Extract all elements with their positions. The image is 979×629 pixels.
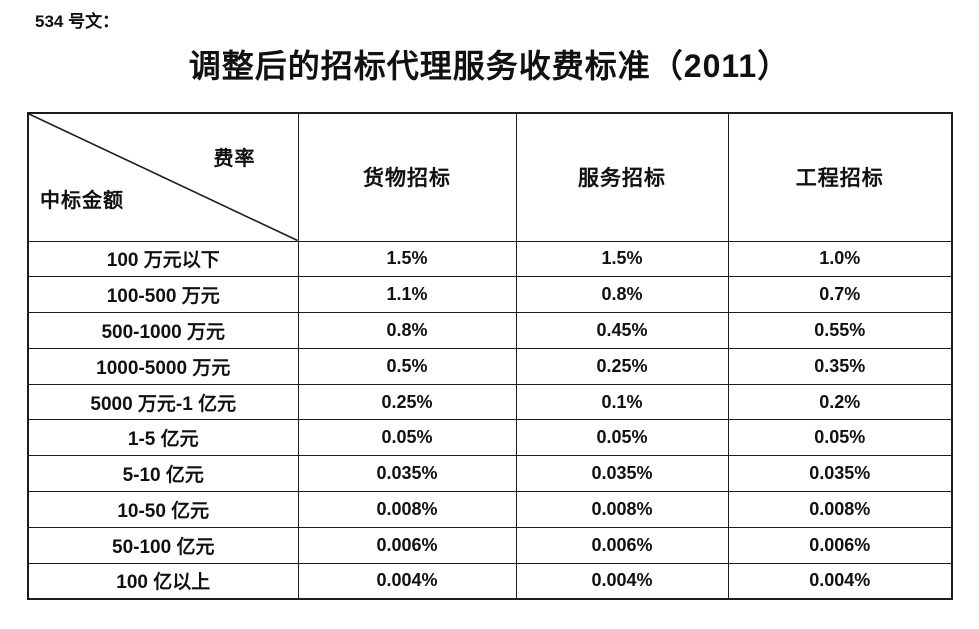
- column-header-service-bidding: 服务招标: [515, 112, 729, 242]
- diagonal-divider-line: [29, 114, 298, 241]
- row-label: 1000-5000 万元: [27, 347, 299, 385]
- fee-cell: 0.035%: [515, 455, 729, 493]
- row-label: 10-50 亿元: [27, 491, 299, 528]
- table-row: 10-50 亿元 0.008% 0.008% 0.008%: [27, 491, 953, 528]
- fee-cell: 0.05%: [297, 419, 517, 457]
- fee-cell: 0.8%: [515, 276, 729, 314]
- fee-cell: 1.1%: [297, 276, 517, 314]
- column-header-goods-bidding: 货物招标: [297, 112, 517, 242]
- fee-cell: 0.7%: [727, 276, 953, 314]
- row-label: 1-5 亿元: [27, 419, 299, 457]
- fee-cell: 1.5%: [297, 240, 517, 278]
- fee-cell: 0.45%: [515, 312, 729, 349]
- table-row: 100-500 万元 1.1% 0.8% 0.7%: [27, 276, 953, 314]
- table-header-row: 费率 中标金额 货物招标 服务招标 工程招标: [27, 112, 953, 242]
- table-row: 100 万元以下 1.5% 1.5% 1.0%: [27, 240, 953, 278]
- page-title: 调整后的招标代理服务收费标准（2011）: [188, 48, 791, 84]
- fee-cell: 0.006%: [515, 526, 729, 564]
- fee-cell: 0.8%: [297, 312, 517, 349]
- fee-cell: 1.0%: [727, 240, 953, 278]
- row-label: 100 万元以下: [27, 240, 299, 278]
- fee-cell: 0.5%: [297, 347, 517, 385]
- fee-cell: 0.008%: [297, 491, 517, 528]
- column-header-works-bidding: 工程招标: [727, 112, 953, 242]
- fee-cell: 0.05%: [727, 419, 953, 457]
- fee-cell: 0.004%: [297, 562, 517, 600]
- fee-cell: 0.35%: [727, 347, 953, 385]
- fee-cell: 0.25%: [297, 383, 517, 421]
- fee-cell: 1.5%: [515, 240, 729, 278]
- fee-cell: 0.006%: [297, 526, 517, 564]
- corner-amount-label: 中标金额: [40, 189, 124, 212]
- fee-cell: 0.05%: [515, 419, 729, 457]
- fee-cell: 0.006%: [727, 526, 953, 564]
- table-row: 500-1000 万元 0.8% 0.45% 0.55%: [27, 312, 953, 349]
- fee-cell: 0.004%: [515, 562, 729, 600]
- row-label: 100 亿以上: [27, 562, 299, 600]
- table-row: 5000 万元-1 亿元 0.25% 0.1% 0.2%: [27, 383, 953, 421]
- table-row: 100 亿以上 0.004% 0.004% 0.004%: [27, 562, 953, 600]
- fee-cell: 0.035%: [727, 455, 953, 493]
- corner-cell: 费率 中标金额: [27, 112, 299, 242]
- row-label: 5000 万元-1 亿元: [27, 383, 299, 421]
- corner-rate-label: 费率: [213, 148, 256, 170]
- row-label: 100-500 万元: [27, 276, 299, 314]
- fee-cell: 0.008%: [727, 491, 953, 528]
- table-row: 5-10 亿元 0.035% 0.035% 0.035%: [27, 455, 953, 493]
- table-row: 1-5 亿元 0.05% 0.05% 0.05%: [27, 419, 953, 457]
- fee-cell: 0.25%: [515, 347, 729, 385]
- table-row: 1000-5000 万元 0.5% 0.25% 0.35%: [27, 347, 953, 385]
- fee-table: 费率 中标金额 货物招标 服务招标 工程招标 100 万元以下 1.5% 1.5…: [27, 112, 953, 600]
- fee-cell: 0.55%: [727, 312, 953, 349]
- table-row: 50-100 亿元 0.006% 0.006% 0.006%: [27, 526, 953, 564]
- row-label: 5-10 亿元: [27, 455, 299, 493]
- fee-cell: 0.035%: [297, 455, 517, 493]
- row-label: 500-1000 万元: [27, 312, 299, 349]
- row-label: 50-100 亿元: [27, 526, 299, 564]
- fee-cell: 0.008%: [515, 491, 729, 528]
- fee-cell: 0.2%: [727, 383, 953, 421]
- fee-cell: 0.1%: [515, 383, 729, 421]
- fee-cell: 0.004%: [727, 562, 953, 600]
- doc-number-label: 534 号文：: [35, 12, 120, 31]
